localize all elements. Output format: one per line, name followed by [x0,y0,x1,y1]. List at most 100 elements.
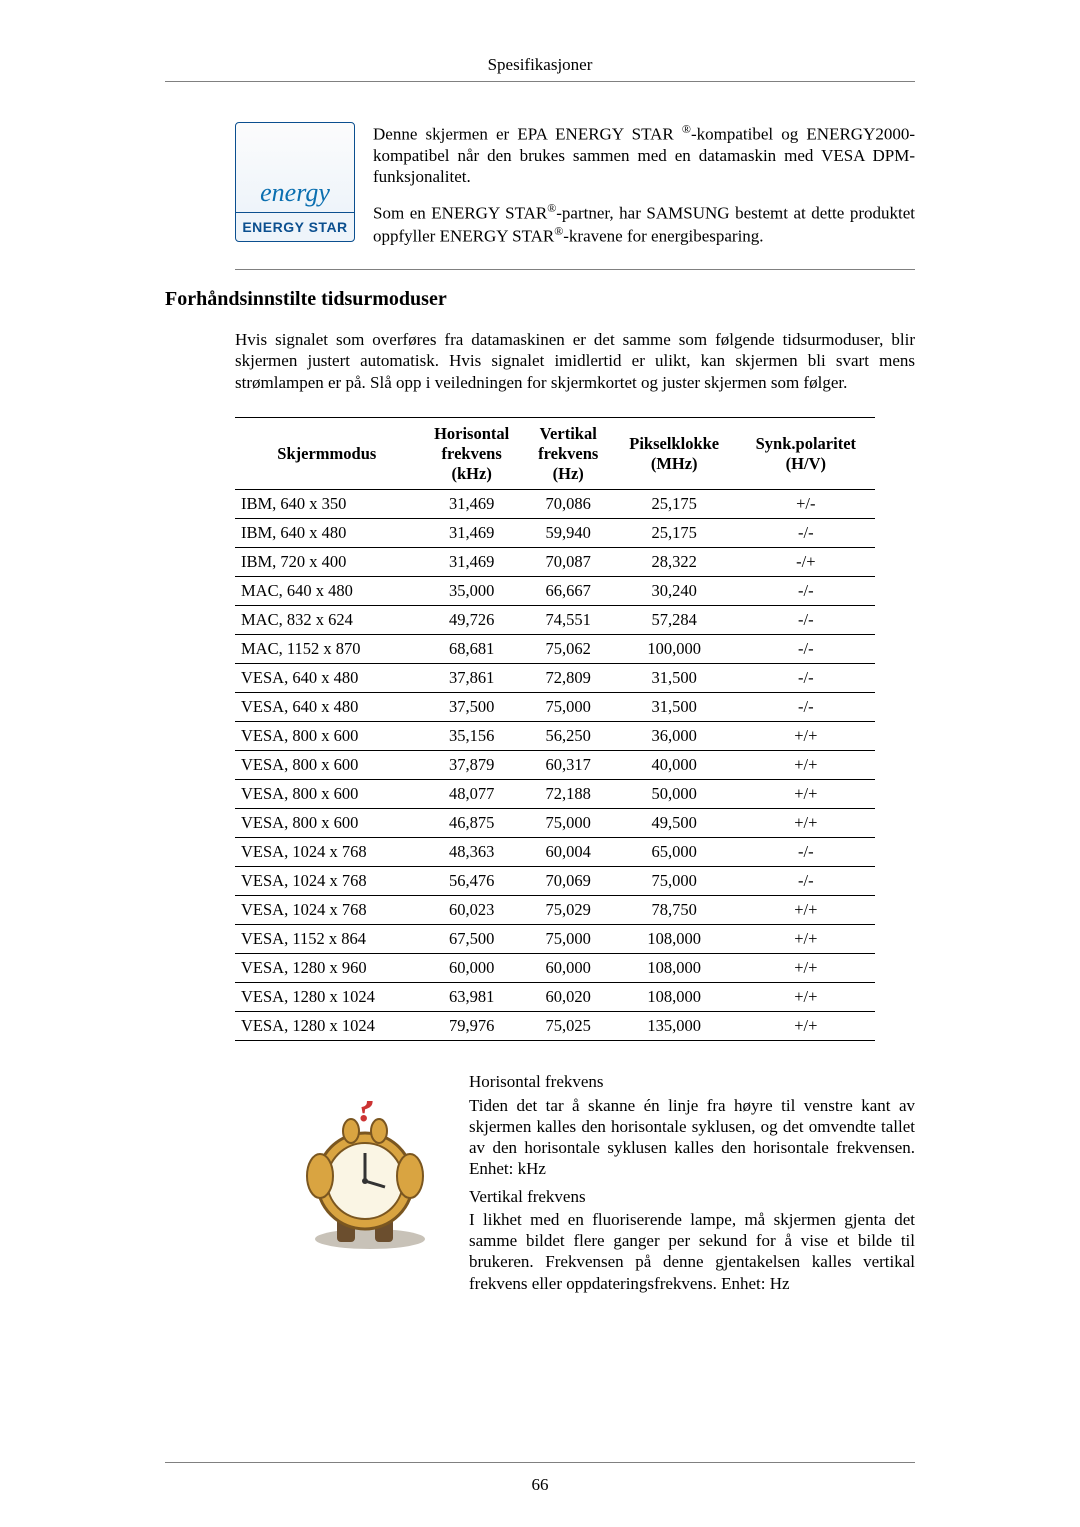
text-span: Som en ENERGY STAR [373,204,547,223]
table-cell: +/+ [737,925,875,954]
table-cell: VESA, 640 x 480 [235,693,419,722]
table-cell: 135,000 [612,1012,737,1041]
table-cell: 75,029 [525,896,612,925]
table-cell: 75,000 [525,925,612,954]
table-cell: VESA, 1152 x 864 [235,925,419,954]
table-row: VESA, 1280 x 102479,97675,025135,000+/+ [235,1012,875,1041]
table-cell: 59,940 [525,519,612,548]
table-row: MAC, 1152 x 87068,68175,062100,000-/- [235,635,875,664]
page-header: Spesifikasjoner [165,55,915,75]
table-row: VESA, 1024 x 76848,36360,00465,000-/- [235,838,875,867]
table-cell: VESA, 800 x 600 [235,809,419,838]
table-cell: 56,250 [525,722,612,751]
registered-symbol: ® [547,201,556,215]
table-cell: 28,322 [612,548,737,577]
table-row: MAC, 640 x 48035,00066,66730,240-/- [235,577,875,606]
table-cell: 75,000 [525,809,612,838]
table-cell: 65,000 [612,838,737,867]
table-cell: 108,000 [612,983,737,1012]
table-cell: +/+ [737,809,875,838]
table-row: VESA, 1024 x 76856,47670,06975,000-/- [235,867,875,896]
table-cell: IBM, 720 x 400 [235,548,419,577]
table-cell: 70,086 [525,490,612,519]
table-cell: 79,976 [419,1012,525,1041]
table-cell: 60,317 [525,751,612,780]
table-cell: 37,861 [419,664,525,693]
table-cell: IBM, 640 x 480 [235,519,419,548]
table-cell: +/+ [737,896,875,925]
table-cell: -/- [737,519,875,548]
table-cell: -/- [737,577,875,606]
energy-star-logo: energy ENERGY STAR [235,122,355,242]
table-cell: 60,004 [525,838,612,867]
energy-script-icon: energy [260,178,330,208]
header-rule [165,81,915,82]
table-row: VESA, 800 x 60037,87960,31740,000+/+ [235,751,875,780]
intro-paragraph: Hvis signalet som overføres fra datamask… [235,329,915,393]
horizontal-freq-title: Horisontal frekvens [469,1071,915,1092]
table-cell: 60,000 [525,954,612,983]
table-cell: 78,750 [612,896,737,925]
table-cell: 49,500 [612,809,737,838]
table-cell: 50,000 [612,780,737,809]
table-cell: VESA, 800 x 600 [235,780,419,809]
table-cell: VESA, 1280 x 960 [235,954,419,983]
table-cell: 70,087 [525,548,612,577]
table-cell: 40,000 [612,751,737,780]
table-cell: 30,240 [612,577,737,606]
table-cell: 60,023 [419,896,525,925]
table-cell: 25,175 [612,490,737,519]
table-cell: VESA, 1024 x 768 [235,867,419,896]
timing-modes-table: SkjermmodusHorisontalfrekvens(kHz)Vertik… [235,417,875,1041]
table-cell: 75,000 [525,693,612,722]
table-cell: 31,500 [612,664,737,693]
section-rule [235,269,915,270]
column-header: Pikselklokke(MHz) [612,417,737,489]
table-cell: -/+ [737,548,875,577]
table-cell: +/+ [737,983,875,1012]
page-number: 66 [0,1475,1080,1495]
column-header: Horisontalfrekvens(kHz) [419,417,525,489]
table-row: MAC, 832 x 62449,72674,55157,284-/- [235,606,875,635]
table-cell: 48,077 [419,780,525,809]
table-row: VESA, 800 x 60046,87575,00049,500+/+ [235,809,875,838]
table-cell: 46,875 [419,809,525,838]
table-cell: 108,000 [612,954,737,983]
vertical-freq-title: Vertikal frekvens [469,1186,915,1207]
energy-para-1: Denne skjermen er EPA ENERGY STAR ®-komp… [373,122,915,187]
table-row: IBM, 720 x 40031,46970,08728,322-/+ [235,548,875,577]
table-cell: VESA, 800 x 600 [235,751,419,780]
table-cell: VESA, 800 x 600 [235,722,419,751]
table-row: VESA, 1024 x 76860,02375,02978,750+/+ [235,896,875,925]
table-cell: MAC, 640 x 480 [235,577,419,606]
text-span: -kravene for energibesparing. [563,227,763,246]
table-cell: VESA, 640 x 480 [235,664,419,693]
clock-character-icon: ? [285,1101,445,1251]
table-cell: -/- [737,838,875,867]
table-cell: MAC, 832 x 624 [235,606,419,635]
table-cell: 31,469 [419,519,525,548]
table-row: VESA, 640 x 48037,50075,00031,500-/- [235,693,875,722]
table-cell: 31,469 [419,548,525,577]
table-row: VESA, 1152 x 86467,50075,000108,000+/+ [235,925,875,954]
column-header: Vertikalfrekvens(Hz) [525,417,612,489]
table-cell: 31,469 [419,490,525,519]
table-cell: 68,681 [419,635,525,664]
table-cell: VESA, 1280 x 1024 [235,1012,419,1041]
vertical-freq-body: I likhet med en fluoriserende lampe, må … [469,1209,915,1294]
text-span: Denne skjermen er EPA ENERGY STAR [373,125,682,144]
section-title: Forhåndsinnstilte tidsurmoduser [165,288,915,311]
document-page: Spesifikasjoner energy ENERGY STAR Denne… [0,0,1080,1527]
table-cell: +/+ [737,780,875,809]
table-cell: 57,284 [612,606,737,635]
table-cell: 74,551 [525,606,612,635]
table-cell: VESA, 1024 x 768 [235,838,419,867]
table-cell: 56,476 [419,867,525,896]
horizontal-freq-body: Tiden det tar å skanne én linje fra høyr… [469,1095,915,1180]
table-cell: MAC, 1152 x 870 [235,635,419,664]
table-row: VESA, 800 x 60048,07772,18850,000+/+ [235,780,875,809]
table-cell: 36,000 [612,722,737,751]
table-row: VESA, 1280 x 102463,98160,020108,000+/+ [235,983,875,1012]
table-cell: 72,809 [525,664,612,693]
energy-star-text: Denne skjermen er EPA ENERGY STAR ®-komp… [373,122,915,261]
